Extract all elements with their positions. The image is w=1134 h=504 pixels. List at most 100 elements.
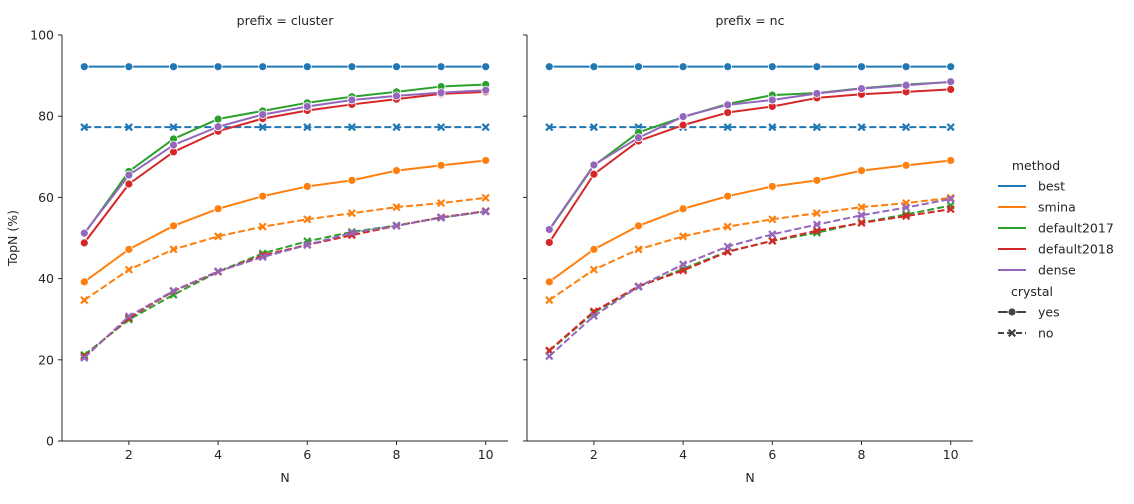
data-point	[678, 120, 688, 130]
data-point	[214, 267, 223, 276]
legend-marker-yes	[1007, 307, 1017, 317]
series-line	[548, 159, 951, 283]
data-point	[812, 123, 821, 132]
data-point	[634, 62, 643, 72]
data-point	[544, 62, 554, 72]
data-point	[392, 62, 401, 72]
series-dense-no	[80, 207, 490, 362]
data-point	[634, 245, 643, 254]
data-point	[169, 245, 178, 254]
legend-label-dense: dense	[1038, 263, 1076, 278]
legend-marker-no	[1007, 328, 1017, 338]
data-point	[857, 218, 866, 228]
series-line	[83, 89, 486, 234]
series-line	[83, 90, 486, 244]
series-best-yes	[544, 62, 956, 72]
data-point	[481, 156, 491, 165]
x-tick-label: 2	[125, 447, 133, 462]
x-tick-label: 4	[214, 447, 222, 462]
data-point	[79, 228, 89, 238]
data-point	[946, 156, 956, 165]
data-point	[347, 123, 356, 132]
data-point	[347, 62, 357, 72]
data-point	[812, 226, 821, 235]
data-point	[768, 123, 777, 132]
series-dense-no	[545, 194, 955, 361]
x-tick-label: 8	[393, 447, 401, 462]
data-point	[213, 204, 223, 214]
y-tick-label: 0	[46, 434, 54, 449]
data-point	[589, 311, 598, 321]
y-tick-label: 60	[38, 190, 54, 205]
data-point	[544, 277, 554, 287]
data-point	[679, 260, 688, 269]
data-point	[80, 350, 89, 360]
data-point	[902, 203, 911, 212]
series-line	[83, 210, 486, 356]
series-line	[83, 210, 486, 359]
y-tick-label: 100	[30, 28, 54, 43]
data-point	[481, 123, 490, 132]
legend: method best smina default2017 default2018 den…	[998, 158, 1114, 341]
data-point	[902, 211, 911, 221]
data-point	[857, 211, 866, 220]
data-point	[213, 122, 223, 132]
data-point	[723, 123, 732, 132]
x-axis-label: N	[280, 470, 289, 485]
data-point	[634, 133, 643, 143]
data-point	[169, 123, 178, 132]
series-default2018-no	[545, 205, 955, 355]
data-point	[902, 123, 911, 132]
data-point	[679, 232, 688, 241]
x-tick-label: 2	[590, 447, 598, 462]
legend-title-crystal: crystal	[1011, 284, 1053, 299]
data-point	[302, 62, 312, 72]
x-tick-label: 10	[943, 447, 959, 462]
data-point	[436, 160, 446, 170]
data-point	[124, 265, 133, 274]
data-point	[481, 85, 491, 95]
series-dense-yes	[544, 77, 956, 234]
data-point	[258, 62, 268, 72]
data-point	[946, 194, 955, 204]
data-point	[767, 95, 777, 105]
data-point	[80, 123, 89, 132]
data-point	[812, 209, 821, 218]
data-point	[80, 296, 89, 305]
data-point	[392, 123, 401, 132]
data-point	[214, 232, 223, 241]
legend-title-method: method	[1012, 158, 1060, 173]
data-point	[589, 265, 598, 274]
series-default2017-yes	[79, 80, 491, 239]
x-tick-label: 10	[478, 447, 494, 462]
y-axis-label: TopN (%)	[5, 210, 20, 267]
data-point	[901, 62, 911, 72]
data-point	[545, 296, 554, 305]
data-point	[347, 95, 357, 105]
panel-2: prefix = nc 2 4 6 8 10 N	[523, 13, 973, 485]
series-smina-no	[545, 193, 955, 305]
data-point	[723, 242, 732, 251]
data-point	[169, 286, 178, 295]
data-point	[857, 62, 866, 72]
series-line	[83, 196, 486, 301]
series-line	[548, 88, 951, 244]
series-smina-no	[80, 193, 490, 305]
data-point	[124, 170, 134, 180]
data-point	[302, 102, 312, 111]
data-point	[634, 221, 643, 231]
data-point	[437, 123, 446, 132]
series-line	[83, 159, 486, 283]
series-default2017-no	[545, 201, 955, 355]
data-point	[124, 244, 134, 254]
data-point	[589, 160, 599, 170]
data-point	[436, 88, 446, 98]
data-point	[946, 123, 955, 132]
panel-title: prefix = nc	[716, 13, 785, 28]
data-point	[768, 230, 777, 239]
data-point	[169, 62, 178, 72]
panel-title: prefix = cluster	[237, 13, 335, 28]
data-point	[213, 62, 223, 72]
data-point	[946, 62, 956, 72]
data-point	[392, 221, 401, 230]
